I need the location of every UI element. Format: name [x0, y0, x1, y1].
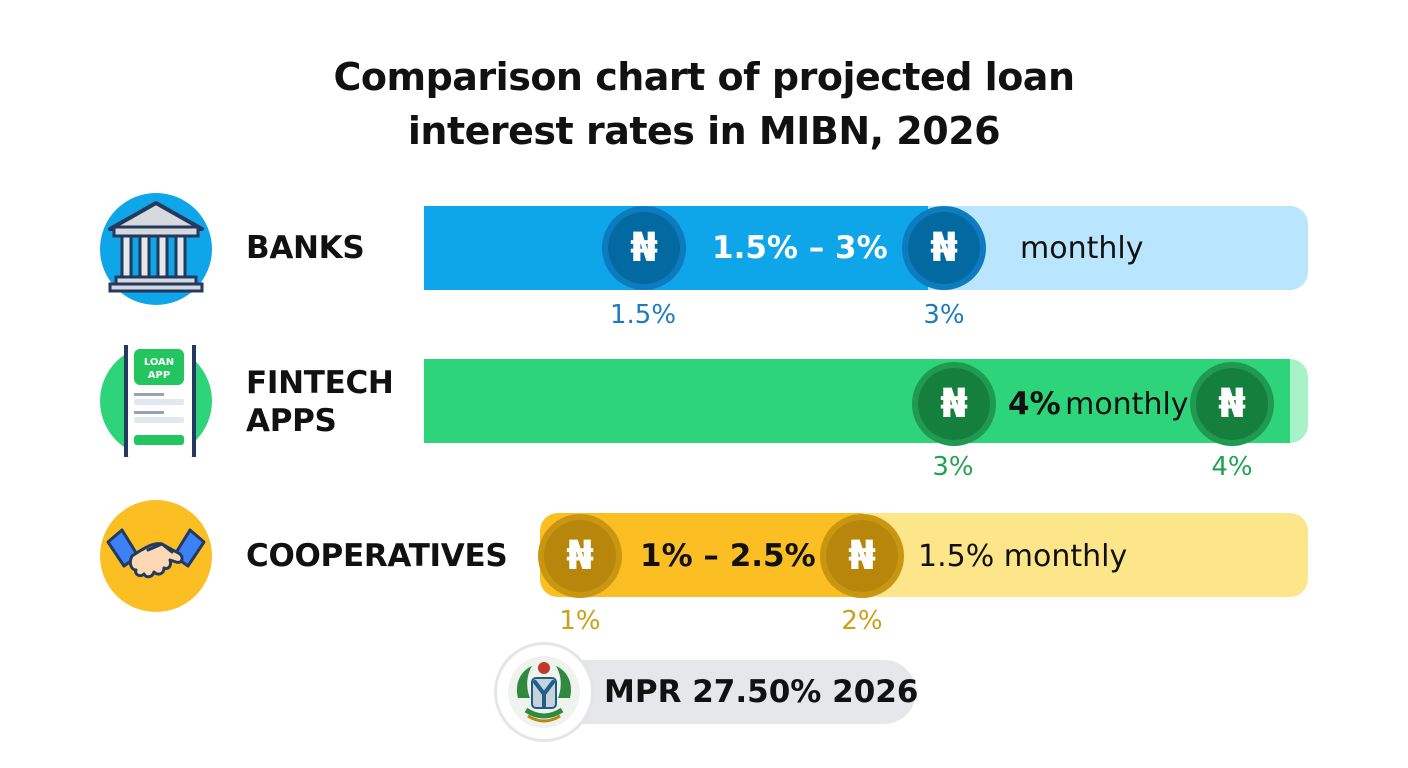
naira-symbol: ₦ [826, 520, 898, 592]
naira-badge-icon: ₦ [538, 514, 622, 598]
svg-text:APP: APP [148, 370, 170, 381]
rate-range-fintech: 4% [1008, 386, 1061, 422]
rate-range-banks: 1.5% – 3% [712, 230, 888, 266]
naira-symbol: ₦ [544, 520, 616, 592]
monthly-label-fintech: monthly [1065, 386, 1189, 422]
naira-badge-icon: ₦ [1190, 362, 1274, 446]
chart-title-line-1: Comparison chart of projected loan [333, 55, 1076, 99]
category-label-fintech: FINTECH APPS [246, 365, 394, 439]
naira-symbol: ₦ [1196, 368, 1268, 440]
tick-label-cooperatives-high: 2% [841, 606, 883, 636]
naira-badge-icon: ₦ [902, 206, 986, 290]
naira-symbol: ₦ [608, 212, 680, 284]
chart-title-line-2: interest rates in MIBN, 2026 [407, 109, 1001, 153]
naira-symbol: ₦ [908, 212, 980, 284]
naira-symbol: ₦ [918, 368, 990, 440]
tick-label-cooperatives-low: 1% [559, 606, 601, 636]
monthly-label-cooperatives: 1.5% monthly [918, 538, 1128, 574]
loan-app-phone-icon: LOAN APP [100, 345, 212, 457]
mpr-label: MPR 27.50% 2026 [604, 674, 919, 710]
naira-badge-icon: ₦ [602, 206, 686, 290]
monthly-label-banks: monthly [1020, 230, 1144, 266]
category-label-cooperatives: COOPERATIVES [246, 538, 508, 574]
handshake-icon [100, 500, 212, 612]
tick-label-banks-low: 1.5% [609, 300, 677, 330]
tick-label-fintech-low: 3% [932, 452, 974, 482]
central-bank-seal-icon [494, 642, 594, 742]
rate-text-fintech: 4% monthly [1008, 362, 1189, 446]
rate-range-cooperatives: 1% – 2.5% [640, 538, 816, 574]
chart-title: Comparison chart of projected loan inter… [0, 50, 1408, 158]
bank-building-icon [100, 193, 212, 305]
naira-badge-icon: ₦ [912, 362, 996, 446]
svg-text:LOAN: LOAN [144, 357, 174, 368]
naira-badge-icon: ₦ [820, 514, 904, 598]
tick-label-banks-high: 3% [923, 300, 965, 330]
bar-fill-fintech [424, 359, 1290, 443]
category-label-banks: BANKS [246, 230, 365, 266]
tick-label-fintech-high: 4% [1211, 452, 1253, 482]
